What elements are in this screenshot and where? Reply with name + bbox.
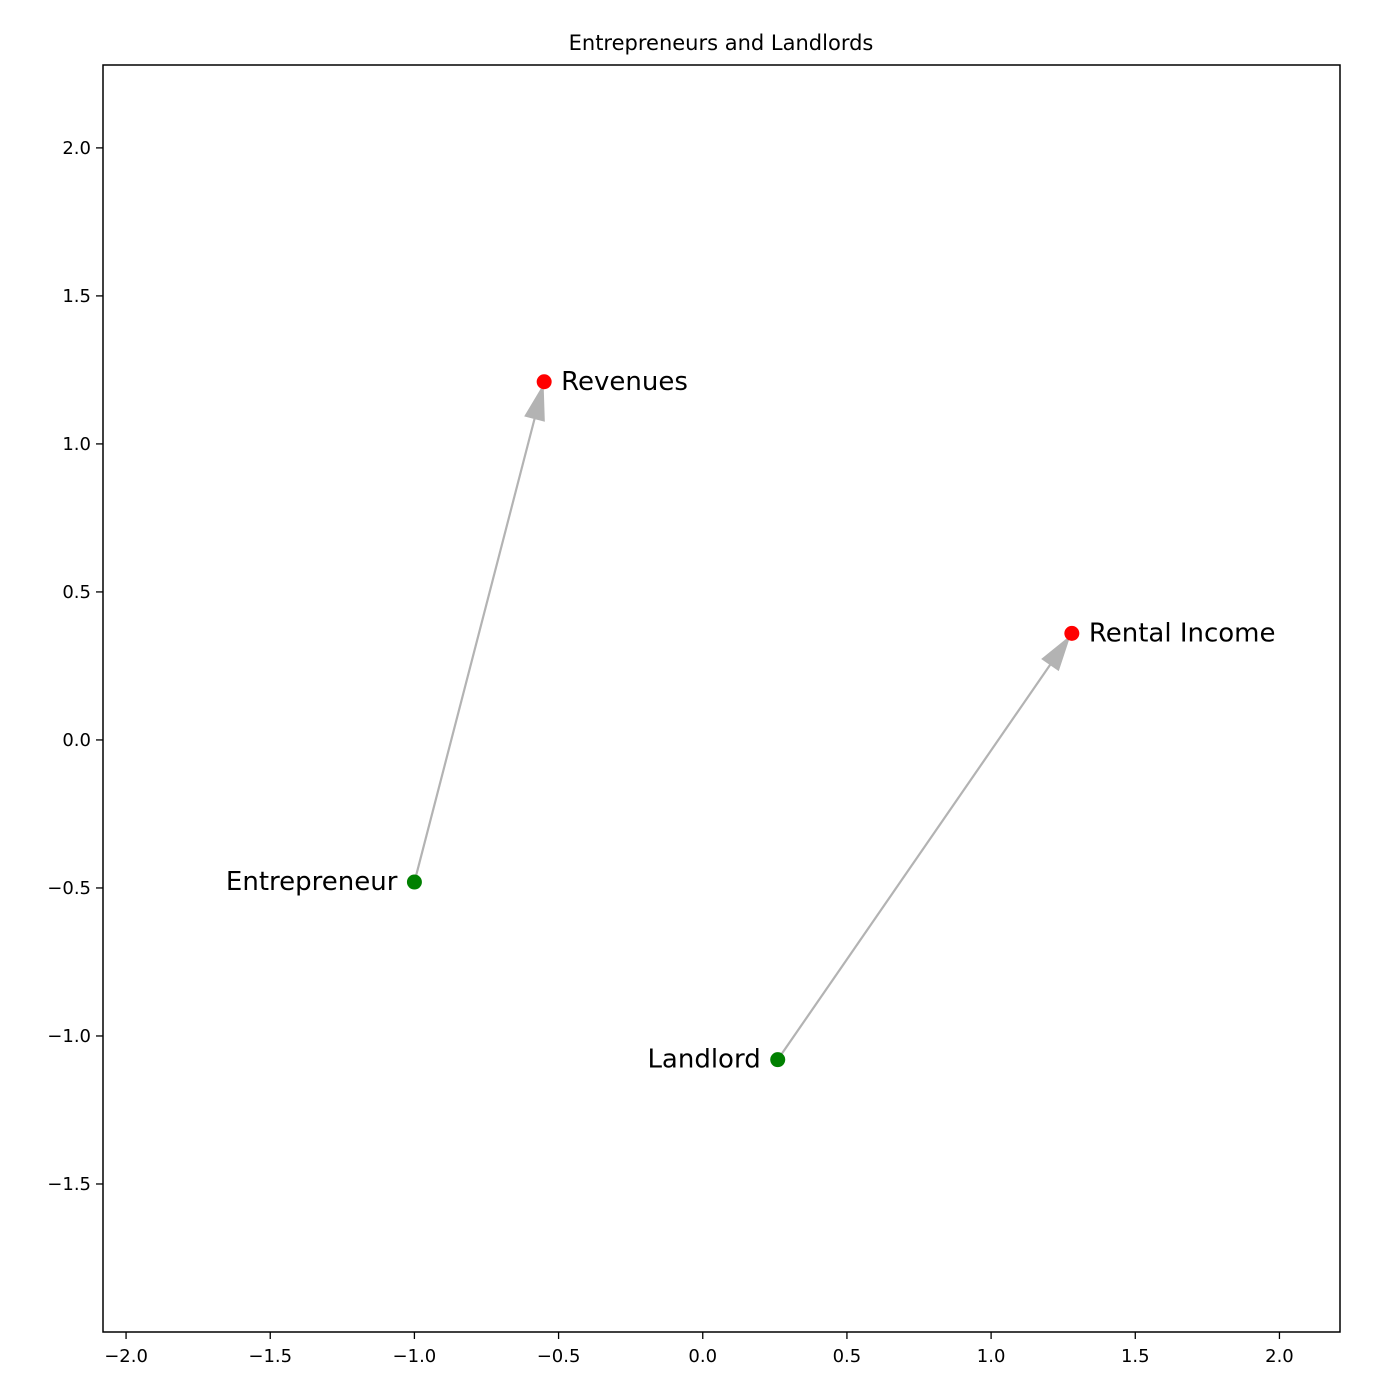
y-axis: −1.5 −1.0 −0.5 0.0 0.5 1.0 1.5 2.0: [47, 138, 103, 1195]
scatter-point: [536, 374, 552, 390]
point-label: Revenues: [561, 367, 688, 397]
scatter-point: [406, 874, 422, 890]
labels-layer: Entrepreneur Revenues Landlord Rental Incom…: [226, 367, 1276, 1075]
chart-title: Entrepreneurs and Landlords: [569, 31, 874, 55]
arrow: [413, 383, 545, 883]
x-tick-label: 1.0: [977, 1346, 1006, 1367]
x-tick-label: −2.0: [104, 1346, 148, 1367]
x-tick-label: −0.5: [537, 1346, 581, 1367]
y-tick-label: 0.5: [62, 582, 91, 603]
x-tick-label: −1.5: [248, 1346, 292, 1367]
x-tick-label: 0.0: [688, 1346, 717, 1367]
y-tick-label: 1.5: [62, 286, 91, 307]
x-tick-label: 0.5: [833, 1346, 862, 1367]
x-axis: −2.0 −1.5 −1.0 −0.5 0.0 0.5 1.0 1.5 2.0: [104, 1332, 1294, 1367]
point-label: Entrepreneur: [226, 867, 398, 897]
y-tick-label: −0.5: [47, 878, 91, 899]
y-tick-label: 1.0: [62, 434, 91, 455]
y-tick-label: −1.0: [47, 1026, 91, 1047]
plot-frame: [102, 64, 1341, 1333]
point-label: Landlord: [647, 1045, 760, 1075]
arrows-layer: [413, 383, 1071, 1061]
scatter-point: [770, 1052, 786, 1068]
x-tick-label: 1.5: [1121, 1346, 1150, 1367]
x-tick-label: 2.0: [1265, 1346, 1294, 1367]
x-tick-label: −1.0: [393, 1346, 437, 1367]
point-label: Rental Income: [1089, 618, 1276, 648]
y-tick-label: 2.0: [62, 138, 91, 159]
points-layer: [406, 374, 1080, 1068]
scatter-point: [1064, 625, 1080, 641]
y-tick-label: −1.5: [47, 1174, 91, 1195]
arrow: [776, 635, 1071, 1061]
y-tick-label: 0.0: [62, 730, 91, 751]
